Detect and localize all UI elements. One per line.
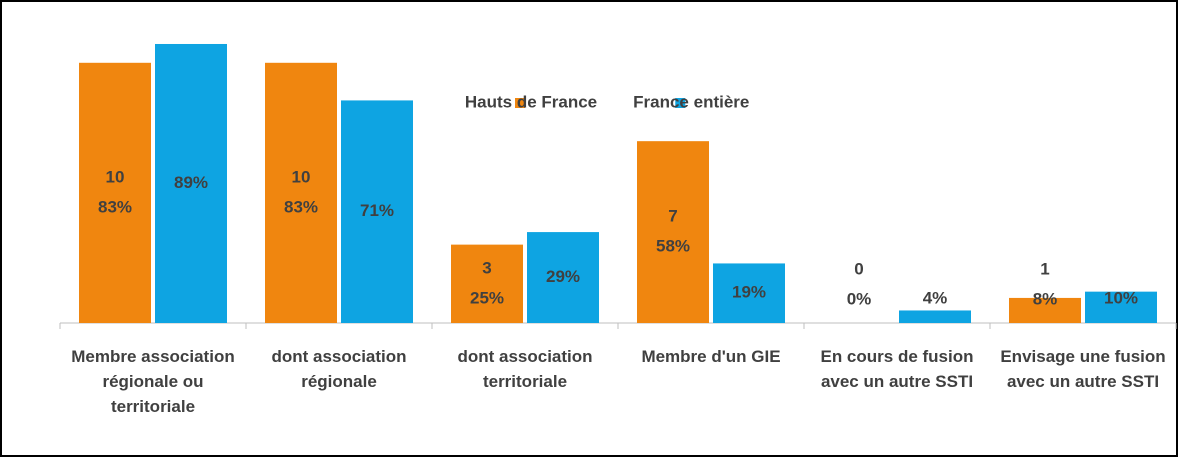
count-label: 10	[292, 167, 311, 186]
bar	[1085, 291, 1157, 323]
legend-swatch	[515, 98, 525, 108]
count-label: 1	[1040, 259, 1049, 278]
count-label: 3	[482, 258, 491, 277]
value-label: 83%	[98, 197, 132, 216]
bar	[899, 310, 971, 323]
x-tick-label: En cours de fusion avec un autre SSTI	[820, 347, 974, 391]
bar	[155, 43, 227, 324]
legend-label: Hauts de France	[465, 92, 597, 111]
bar	[341, 100, 413, 323]
bar	[79, 62, 151, 324]
x-tick-label: Membre association régionale ou territor…	[71, 347, 235, 416]
legend-swatch	[675, 98, 686, 108]
bar	[527, 232, 599, 323]
legend-label: France entière	[633, 92, 749, 111]
bar	[1009, 297, 1081, 323]
count-label: 0	[854, 259, 863, 278]
value-label: 19%	[732, 283, 766, 302]
value-label: 58%	[656, 237, 690, 256]
value-label: 29%	[546, 267, 580, 286]
value-label: 71%	[360, 201, 394, 220]
value-label: 25%	[470, 288, 504, 307]
bar	[265, 62, 337, 324]
bar	[451, 244, 523, 323]
count-label: 7	[668, 207, 677, 226]
value-label: 89%	[174, 173, 208, 192]
value-label: 83%	[284, 197, 318, 216]
x-tick-label: Membre d'un GIE	[641, 347, 781, 366]
value-label: 8%	[1033, 289, 1058, 308]
count-label: 10	[106, 167, 125, 186]
x-tick-label: Envisage une fusion avec un autre SSTI	[1000, 347, 1166, 391]
bar	[637, 141, 709, 323]
value-label: 4%	[923, 288, 948, 307]
value-label: 0%	[847, 289, 872, 308]
x-tick-label: dont association régionale	[271, 347, 407, 391]
bar	[713, 263, 785, 323]
x-tick-label: dont association territoriale	[457, 347, 593, 391]
value-label: 10%	[1104, 288, 1138, 307]
